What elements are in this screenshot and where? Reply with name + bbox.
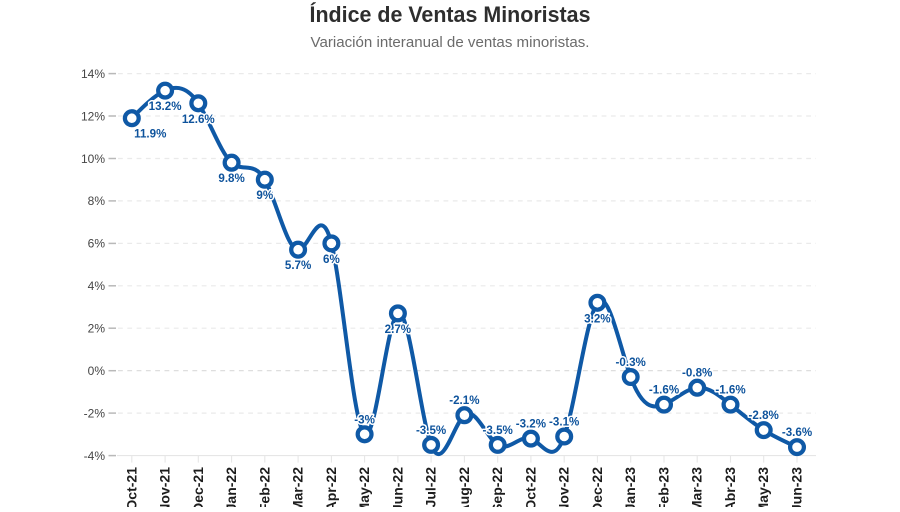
svg-text:-2%: -2% [84, 406, 106, 420]
svg-text:-2.1%: -2.1% [449, 394, 479, 407]
svg-text:Aug-22: Aug-22 [456, 467, 472, 507]
svg-text:3.2%: 3.2% [584, 312, 610, 325]
svg-text:5.7%: 5.7% [285, 259, 311, 272]
svg-text:9%: 9% [256, 189, 273, 202]
svg-text:Oct-22: Oct-22 [522, 467, 538, 507]
svg-text:-3.6%: -3.6% [782, 426, 812, 439]
svg-text:-4%: -4% [84, 449, 106, 463]
svg-text:0%: 0% [88, 364, 106, 378]
svg-text:May-23: May-23 [755, 467, 771, 507]
svg-text:Jan-22: Jan-22 [223, 467, 239, 507]
svg-text:Apr-22: Apr-22 [323, 467, 339, 507]
svg-text:Sep-22: Sep-22 [489, 467, 505, 507]
svg-text:Abr-23: Abr-23 [722, 467, 738, 507]
svg-text:Jun-22: Jun-22 [389, 467, 405, 507]
svg-text:12%: 12% [81, 109, 105, 123]
svg-text:Oct-21: Oct-21 [123, 467, 139, 507]
svg-text:9.8%: 9.8% [218, 172, 244, 185]
svg-text:Nov-21: Nov-21 [157, 467, 173, 507]
svg-text:Variación interanual de ventas: Variación interanual de ventas minorista… [311, 35, 590, 51]
svg-text:Feb-23: Feb-23 [656, 467, 672, 507]
svg-text:-2.8%: -2.8% [749, 409, 779, 422]
svg-text:-1.6%: -1.6% [715, 384, 745, 397]
svg-text:12.6%: 12.6% [182, 113, 215, 126]
svg-text:-3.1%: -3.1% [549, 416, 579, 429]
svg-text:11.9%: 11.9% [134, 128, 166, 141]
svg-text:-0.8%: -0.8% [682, 367, 712, 380]
svg-text:Jan-23: Jan-23 [622, 467, 638, 507]
svg-text:-3%: -3% [354, 413, 375, 426]
svg-text:-0.3%: -0.3% [616, 356, 646, 369]
svg-text:2.7%: 2.7% [385, 323, 411, 336]
svg-text:Feb-22: Feb-22 [256, 467, 272, 507]
svg-text:14%: 14% [81, 67, 105, 81]
svg-text:-3.5%: -3.5% [483, 424, 513, 437]
svg-text:8%: 8% [88, 194, 106, 208]
svg-text:Mar-23: Mar-23 [689, 467, 705, 507]
svg-text:-3.2%: -3.2% [516, 418, 546, 431]
svg-text:Índice de Ventas Minoristas: Índice de Ventas Minoristas [310, 2, 591, 27]
svg-text:Mar-22: Mar-22 [290, 467, 306, 507]
svg-text:Nov-22: Nov-22 [556, 467, 572, 507]
svg-text:-3.5%: -3.5% [416, 424, 446, 437]
svg-text:-1.6%: -1.6% [649, 384, 679, 397]
svg-text:6%: 6% [88, 237, 106, 251]
svg-text:May-22: May-22 [356, 467, 372, 507]
svg-text:6%: 6% [323, 253, 340, 266]
svg-text:13.2%: 13.2% [149, 100, 182, 113]
svg-text:Jun-23: Jun-23 [789, 467, 805, 507]
svg-text:Dec-21: Dec-21 [190, 467, 206, 507]
svg-text:10%: 10% [81, 152, 105, 166]
svg-text:Jul-22: Jul-22 [423, 467, 439, 507]
svg-text:Dec-22: Dec-22 [589, 467, 605, 507]
svg-text:2%: 2% [88, 322, 106, 336]
svg-text:4%: 4% [88, 279, 106, 293]
